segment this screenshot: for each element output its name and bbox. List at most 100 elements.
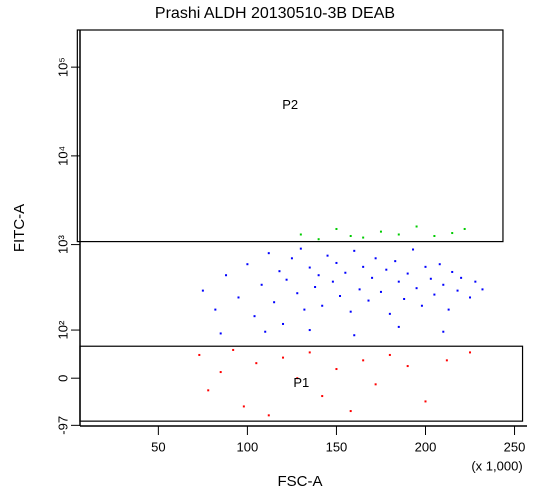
dot bbox=[219, 371, 222, 374]
y-tick-label: 10³ bbox=[55, 235, 70, 254]
dot bbox=[214, 308, 217, 311]
dot bbox=[198, 353, 201, 356]
dot bbox=[397, 280, 400, 283]
dot bbox=[349, 234, 352, 237]
dot bbox=[456, 289, 459, 292]
dot bbox=[403, 297, 406, 300]
dot bbox=[362, 265, 365, 268]
y-axis-label: FITC-A bbox=[11, 204, 28, 252]
dot bbox=[433, 293, 436, 296]
dot bbox=[349, 310, 352, 313]
dot bbox=[406, 272, 409, 275]
dot bbox=[339, 294, 342, 297]
dot bbox=[394, 260, 397, 263]
x-tick-label: 100 bbox=[237, 439, 259, 454]
dot bbox=[447, 308, 450, 311]
dot bbox=[331, 280, 334, 283]
dot bbox=[317, 238, 320, 241]
dot bbox=[406, 365, 409, 368]
dot bbox=[278, 270, 281, 273]
dot bbox=[442, 330, 445, 333]
dot bbox=[264, 330, 267, 333]
dot bbox=[296, 292, 299, 295]
x-multiplier: (x 1,000) bbox=[471, 458, 522, 473]
dot bbox=[420, 304, 423, 307]
dot bbox=[201, 289, 204, 292]
dot bbox=[433, 234, 436, 237]
dot bbox=[469, 296, 472, 299]
dot bbox=[282, 322, 285, 325]
gate-label: P1 bbox=[293, 375, 309, 390]
dot bbox=[367, 299, 370, 302]
dot bbox=[335, 368, 338, 371]
dot bbox=[481, 288, 484, 291]
dot bbox=[225, 274, 228, 277]
dot bbox=[451, 270, 454, 273]
x-tick-label: 250 bbox=[504, 439, 526, 454]
dot bbox=[474, 280, 477, 283]
dot bbox=[237, 296, 240, 299]
dot bbox=[335, 261, 338, 264]
dot bbox=[445, 359, 448, 362]
y-tick-label: 0 bbox=[55, 375, 70, 382]
dot bbox=[429, 277, 432, 280]
dot bbox=[267, 252, 270, 255]
dot bbox=[388, 353, 391, 356]
dot bbox=[358, 288, 361, 291]
dot bbox=[326, 254, 329, 257]
dot bbox=[299, 233, 302, 236]
dot bbox=[299, 247, 302, 250]
dot bbox=[282, 356, 285, 359]
dot bbox=[285, 278, 288, 281]
y-tick-label: 10² bbox=[55, 320, 70, 339]
dot bbox=[260, 283, 263, 286]
dot bbox=[321, 304, 324, 307]
y-tick-label: 10⁴ bbox=[55, 146, 70, 166]
x-tick-label: 50 bbox=[151, 439, 165, 454]
dot bbox=[290, 257, 293, 260]
dot bbox=[379, 230, 382, 233]
dot bbox=[379, 290, 382, 293]
x-tick-label: 150 bbox=[326, 439, 348, 454]
dot bbox=[273, 301, 276, 304]
dot bbox=[388, 312, 391, 315]
dot bbox=[314, 286, 317, 289]
dot bbox=[207, 389, 210, 392]
dot bbox=[308, 329, 311, 332]
dot bbox=[308, 266, 311, 269]
dot bbox=[424, 400, 427, 403]
dot bbox=[317, 274, 320, 277]
dot bbox=[469, 351, 472, 354]
dot bbox=[415, 287, 418, 290]
gate-label: P2 bbox=[282, 97, 298, 112]
dot bbox=[397, 233, 400, 236]
dot bbox=[362, 359, 365, 362]
dot bbox=[296, 377, 299, 380]
dot bbox=[353, 334, 356, 337]
dot bbox=[242, 405, 245, 408]
dot bbox=[460, 276, 463, 279]
chart-title: Prashi ALDH 20130510-3B DEAB bbox=[155, 5, 395, 22]
dot bbox=[321, 395, 324, 398]
dot bbox=[232, 348, 235, 351]
dot bbox=[374, 257, 377, 260]
dot bbox=[308, 351, 311, 354]
x-axis-label: FSC-A bbox=[278, 473, 323, 490]
dot bbox=[412, 248, 415, 251]
dot bbox=[246, 263, 249, 266]
dot bbox=[397, 325, 400, 328]
dot bbox=[335, 227, 338, 230]
dot bbox=[374, 383, 377, 386]
dot bbox=[442, 283, 445, 286]
y-tick-label: -97 bbox=[55, 416, 70, 435]
dot bbox=[362, 236, 365, 239]
x-tick-label: 200 bbox=[415, 439, 437, 454]
dot bbox=[451, 232, 454, 235]
dot bbox=[267, 414, 270, 417]
dot bbox=[463, 227, 466, 230]
dot bbox=[353, 249, 356, 252]
dot bbox=[219, 332, 222, 335]
dot bbox=[415, 225, 418, 228]
dot bbox=[344, 271, 347, 274]
